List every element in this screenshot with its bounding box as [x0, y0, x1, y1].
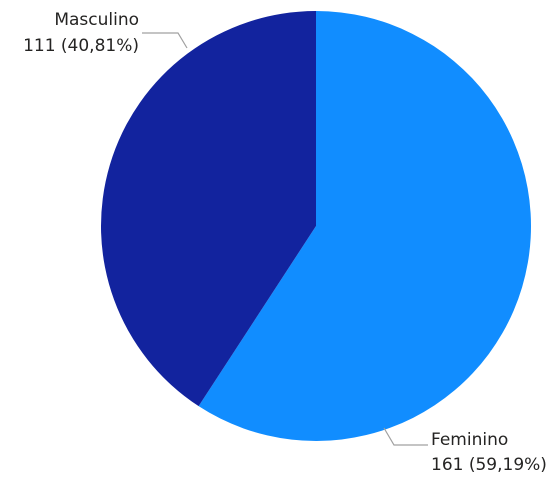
pie-slices — [101, 11, 531, 442]
pie-slice-feminino[interactable] — [198, 11, 531, 442]
slice-value-feminino: 161 (59,19%) — [431, 455, 547, 475]
pie-slice-masculino[interactable] — [101, 11, 316, 407]
slice-name-masculino: Masculino — [54, 10, 139, 30]
slice-name-feminino: Feminino — [431, 430, 508, 450]
slice-value-masculino: 111 (40,81%) — [23, 36, 139, 56]
leader-line-masculino — [142, 32, 188, 49]
slice-label-masculino: Masculino 111 (40,81%) — [23, 10, 188, 56]
leader-line-feminino — [383, 427, 428, 446]
slice-label-feminino: Feminino 161 (59,19%) — [383, 427, 547, 475]
